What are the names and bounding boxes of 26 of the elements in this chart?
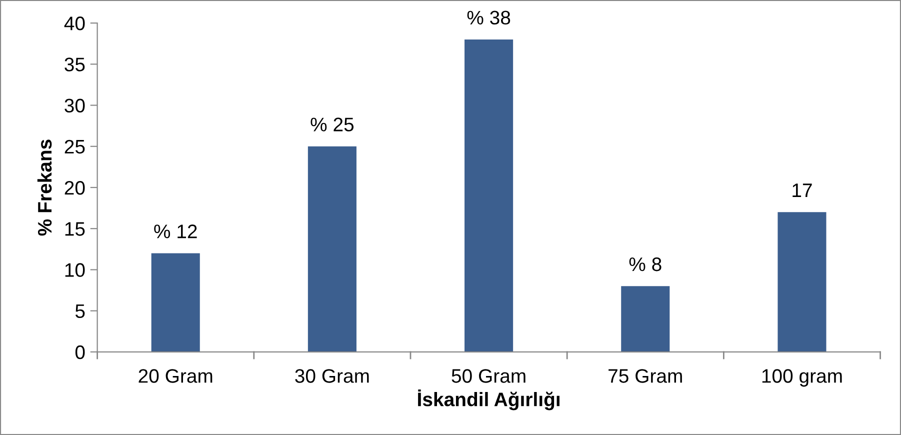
bar [464,40,514,352]
bar [151,253,200,352]
y-tick-label: 10 [65,263,85,277]
x-tick-label: 30 Gram [295,369,369,383]
y-tick-label: 25 [64,140,85,154]
data-label: 17 [792,184,812,198]
data-label: % 12 [154,224,197,238]
y-axis-title: % Frekans [37,140,52,236]
bar [621,286,670,352]
data-label: % 25 [310,118,354,132]
data-label: % 8 [629,257,662,272]
x-tick-label: 20 Gram [138,369,212,383]
bar [308,146,356,352]
y-tick-label: 35 [64,58,85,72]
y-tick-label: 15 [65,222,85,236]
y-tick-label: 20 [64,180,85,195]
y-tick-label: 0 [75,345,85,360]
data-label: % 38 [467,10,510,25]
y-tick-label: 5 [75,304,85,318]
x-axis-title: İskandil Ağırlığı [418,389,560,410]
x-tick-label: 50 Gram [452,369,526,383]
x-tick-label: 75 Gram [608,369,682,383]
bar [778,212,826,352]
x-tick-label: 100 gram [762,369,842,387]
y-tick-label: 40 [64,16,85,30]
y-tick-label: 30 [64,98,85,113]
